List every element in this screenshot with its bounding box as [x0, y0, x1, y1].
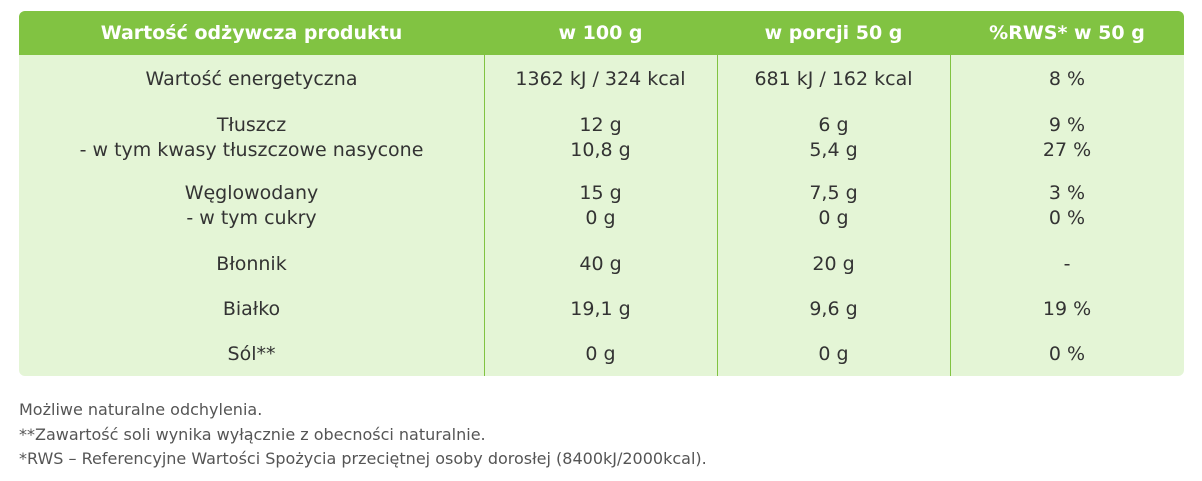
header-rws: %RWS* w 50 g: [989, 22, 1145, 44]
row-per-portion: 0 g: [818, 343, 849, 365]
footnote-salt: **Zawartość soli wynika wyłącznie z obec…: [19, 424, 486, 444]
subrow-per100: 0 g: [585, 207, 616, 229]
row-per-portion: 681 kJ / 162 kcal: [754, 68, 913, 90]
footnote-rws: *RWS – Referencyjne Wartości Spożycia pr…: [19, 449, 707, 468]
column-divider: [950, 55, 951, 376]
row-per-portion: 9,6 g: [809, 298, 858, 320]
subrow-per-portion: 5,4 g: [809, 139, 858, 161]
subrow-label: - w tym kwasy tłuszczowe nasycone: [79, 139, 424, 161]
row-rws: 9 %: [1048, 114, 1086, 136]
row-label: Błonnik: [216, 253, 287, 275]
row-label: Tłuszcz: [216, 114, 287, 136]
row-per-portion: 6 g: [818, 114, 849, 136]
row-per100: 0 g: [585, 343, 616, 365]
nutrition-table: Wartość odżywcza produktu w 100 g w porc…: [19, 11, 1184, 376]
column-divider: [484, 55, 485, 376]
header-per-100g: w 100 g: [558, 22, 643, 44]
footnotes: Możliwe naturalne odchylenia. **Zawartoś…: [19, 398, 707, 472]
header-nutrition-value: Wartość odżywcza produktu: [100, 22, 403, 44]
row-rws: 19 %: [1042, 298, 1092, 320]
row-per100: 40 g: [579, 253, 622, 275]
row-per-portion: 20 g: [812, 253, 855, 275]
subrow-rws: 0 %: [1048, 207, 1086, 229]
row-label: Białko: [222, 298, 281, 320]
column-divider: [717, 55, 718, 376]
subrow-per-portion: 0 g: [818, 207, 849, 229]
footnote-deviation: Możliwe naturalne odchylenia.: [19, 400, 263, 419]
row-label: Sól**: [227, 343, 276, 365]
subrow-rws: 27 %: [1042, 139, 1092, 161]
header-per-portion: w porcji 50 g: [764, 22, 903, 44]
row-per100: 12 g: [579, 114, 622, 136]
subrow-per100: 10,8 g: [570, 139, 631, 161]
row-rws: 0 %: [1048, 343, 1086, 365]
row-per100: 19,1 g: [570, 298, 631, 320]
row-rws: -: [1063, 253, 1071, 275]
row-rws: 3 %: [1048, 182, 1086, 204]
row-label: Węglowodany: [184, 182, 319, 204]
row-rws: 8 %: [1048, 68, 1086, 90]
table-header: Wartość odżywcza produktu w 100 g w porc…: [19, 11, 1184, 55]
row-label: Wartość energetyczna: [145, 68, 358, 90]
row-per100: 15 g: [579, 182, 622, 204]
row-per100: 1362 kJ / 324 kcal: [515, 68, 686, 90]
subrow-label: - w tym cukry: [186, 207, 317, 229]
row-per-portion: 7,5 g: [809, 182, 858, 204]
